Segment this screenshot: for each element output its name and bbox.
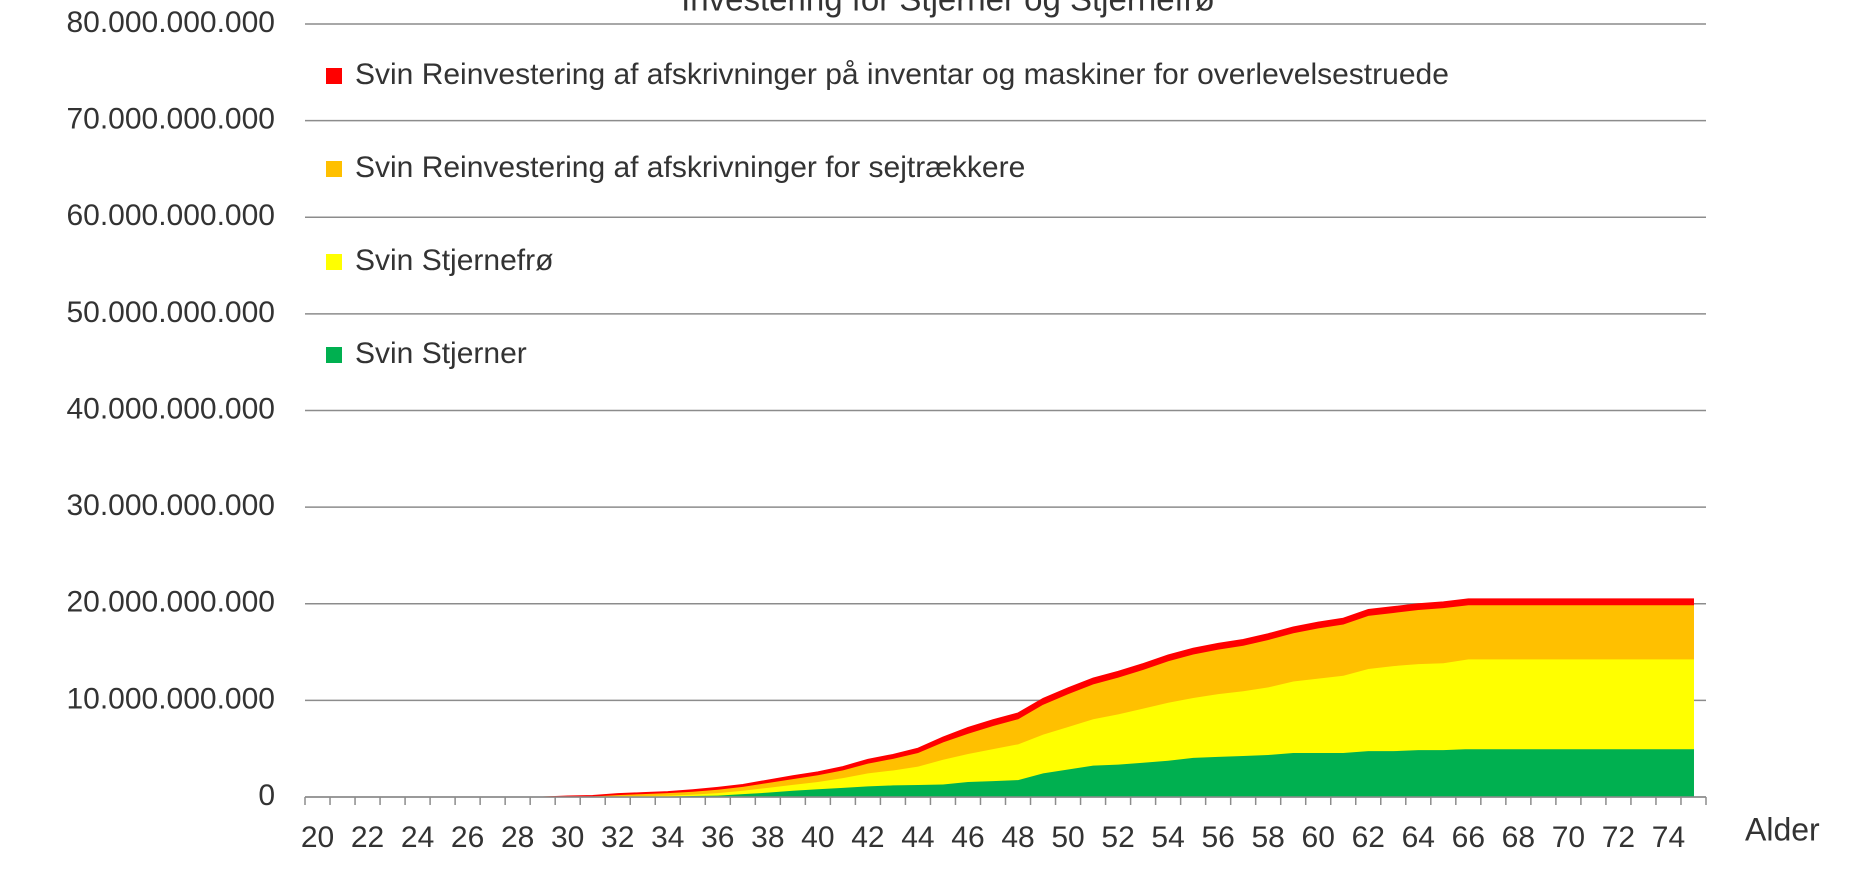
x-tick-label: 32 bbox=[601, 821, 634, 854]
x-tick-label: 66 bbox=[1452, 821, 1485, 854]
legend-label: Svin Stjerner bbox=[355, 337, 527, 370]
x-tick-label: 50 bbox=[1051, 821, 1084, 854]
area bbox=[317, 598, 1694, 798]
legend-swatch bbox=[326, 161, 342, 177]
y-tick-label: 40.000.000.000 bbox=[66, 392, 275, 425]
x-tick-label: 54 bbox=[1151, 821, 1184, 854]
x-tick-label: 46 bbox=[951, 821, 984, 854]
x-tick-label: 24 bbox=[401, 821, 434, 854]
x-tick-label: 42 bbox=[851, 821, 884, 854]
x-tick-label: 28 bbox=[501, 821, 534, 854]
x-tick-label: 40 bbox=[801, 821, 834, 854]
x-tick-label: 36 bbox=[701, 821, 734, 854]
legend-swatch bbox=[326, 347, 342, 363]
chart-title: Investering for Stjerner og Stjernefrø bbox=[681, 0, 1215, 18]
legend-swatch bbox=[326, 254, 342, 270]
y-tick-label: 50.000.000.000 bbox=[66, 296, 275, 329]
x-axis-label: Alder bbox=[1745, 811, 1820, 847]
legend-label: Svin Reinvestering af afskrivninger på i… bbox=[355, 58, 1449, 91]
y-tick-label: 60.000.000.000 bbox=[66, 199, 275, 232]
y-tick-label: 10.000.000.000 bbox=[66, 682, 275, 715]
x-tick-label: 74 bbox=[1652, 821, 1685, 854]
x-tick-label: 62 bbox=[1352, 821, 1385, 854]
y-tick-label: 70.000.000.000 bbox=[66, 103, 275, 136]
x-tick-label: 48 bbox=[1001, 821, 1034, 854]
x-tick-label: 70 bbox=[1552, 821, 1585, 854]
y-tick-label: 0 bbox=[258, 779, 275, 812]
y-tick-label: 20.000.000.000 bbox=[66, 586, 275, 619]
x-tick-label: 38 bbox=[751, 821, 784, 854]
legend-swatch bbox=[326, 68, 342, 84]
x-tick-label: 22 bbox=[351, 821, 384, 854]
legend-label: Svin Stjernefrø bbox=[355, 244, 553, 277]
x-tick-label: 30 bbox=[551, 821, 584, 854]
y-tick-label: 30.000.000.000 bbox=[66, 489, 275, 522]
x-tick-label: 44 bbox=[901, 821, 934, 854]
x-tick-label: 58 bbox=[1252, 821, 1285, 854]
x-tick-label: 60 bbox=[1302, 821, 1335, 854]
x-tick-label: 26 bbox=[451, 821, 484, 854]
y-tick-label: 80.000.000.000 bbox=[66, 6, 275, 39]
x-tick-label: 20 bbox=[301, 821, 334, 854]
x-tick-label: 72 bbox=[1602, 821, 1635, 854]
x-tick-label: 34 bbox=[651, 821, 684, 854]
x-tick-label: 64 bbox=[1402, 821, 1435, 854]
x-tick-label: 56 bbox=[1201, 821, 1234, 854]
legend-label: Svin Reinvestering af afskrivninger for … bbox=[355, 151, 1025, 184]
x-tick-label: 52 bbox=[1101, 821, 1134, 854]
x-tick-label: 68 bbox=[1502, 821, 1535, 854]
